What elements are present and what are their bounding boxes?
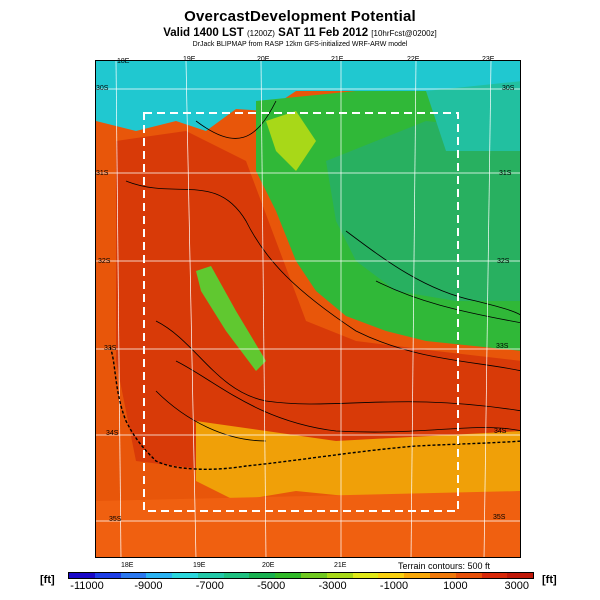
mountain-green-strip [196,266,266,371]
map-field [96,61,520,557]
green-dark-region [326,121,520,301]
valid-time: Valid 1400 LST [163,27,244,39]
colorbar-swatch [481,573,508,578]
lat-label-left-2: 31S [96,170,109,177]
model-credit: DrJack BLIPMAP from RASP 12km GFS-initia… [192,41,408,48]
terrain-contours [125,100,520,442]
yellow-green-patch [266,111,316,171]
colorbar-tick-label: -5000 [257,580,286,592]
colorbar-swatch [429,573,456,578]
lat-label-right-6: 35S [493,514,506,521]
colorbar-tick-label: -1000 [379,580,409,592]
lat-label-left-3: 32S [98,258,111,265]
colorbar-swatch [249,573,276,578]
lon-label-top-2: 19E [183,56,196,63]
colorbar-unit-right: [ft] [542,574,557,586]
colorbar-swatch [197,573,224,578]
colorbar-tick-label: -11000 [70,580,104,592]
lon-label-bottom-4: 21E [334,562,347,569]
valid-date: SAT 11 Feb 2012 [278,27,369,39]
lat-label-left-1: 30S [96,85,109,92]
lat-label-left-4: 33S [104,345,117,352]
lon-label-bottom-1: 18E [121,562,134,569]
forecast-hour: [10hrFcst@0200z] [371,29,437,38]
colorbar-swatch [455,573,482,578]
lat-label-right-4: 33S [496,343,509,350]
lat-label-right-5: 34S [494,428,507,435]
lat-label-right-1: 30S [502,85,515,92]
colorbar-swatch [326,573,353,578]
terrain-contours-note: Terrain contours: 500 ft [398,561,491,571]
lat-label-right-2: 31S [499,170,512,177]
colorbar-tick-label: -7000 [195,580,224,592]
colorbar-tick-label: 3000 [504,580,530,592]
inner-domain-box [143,112,459,512]
lon-label-bottom-3: 20E [262,562,275,569]
colorbar-swatch [404,573,430,578]
colorbar-tick-label: -9000 [134,580,163,592]
colorbar-swatch [94,573,121,578]
colorbar-tick-label: -3000 [318,580,347,592]
colorbar-swatch [352,573,379,578]
graticule [96,61,520,557]
colorbar-swatch [507,573,534,578]
valid-time-subtitle: Valid 1400 LST (1200Z) SAT 11 Feb 2012 [… [0,27,600,39]
lon-label-top-6: 23E [482,56,495,63]
lat-label-right-3: 32S [497,258,510,265]
south-sea-region [96,491,520,557]
colorbar-swatch [378,573,405,578]
yellow-coast-region [196,421,520,501]
colorbar-swatch [172,573,198,578]
colorbar-swatch [120,573,147,578]
forecast-map [95,60,521,558]
coastline [109,346,520,470]
lon-label-top-4: 21E [331,56,344,63]
red-region [116,131,520,471]
lon-label-top-5: 22E [407,56,420,63]
colorbar-tick-label: 1000 [443,580,468,592]
colorbar-swatch [301,573,327,578]
lat-label-left-6: 35S [109,516,122,523]
lat-label-left-5: 34S [106,430,119,437]
colorbar-swatch [223,573,250,578]
colorbar-swatch [146,573,173,578]
map-title: OvercastDevelopment Potential [184,8,416,25]
lon-label-bottom-2: 19E [193,562,206,569]
colorbar-unit-left: [ft] [40,574,55,586]
colorbar [68,572,534,579]
colorbar-swatch [275,573,302,578]
teal-region [426,81,520,151]
utc-time: (1200Z) [246,29,275,38]
lon-label-top-3: 20E [257,56,270,63]
colorbar-swatch [69,573,95,578]
lon-label-top-1: 18E [117,58,130,65]
